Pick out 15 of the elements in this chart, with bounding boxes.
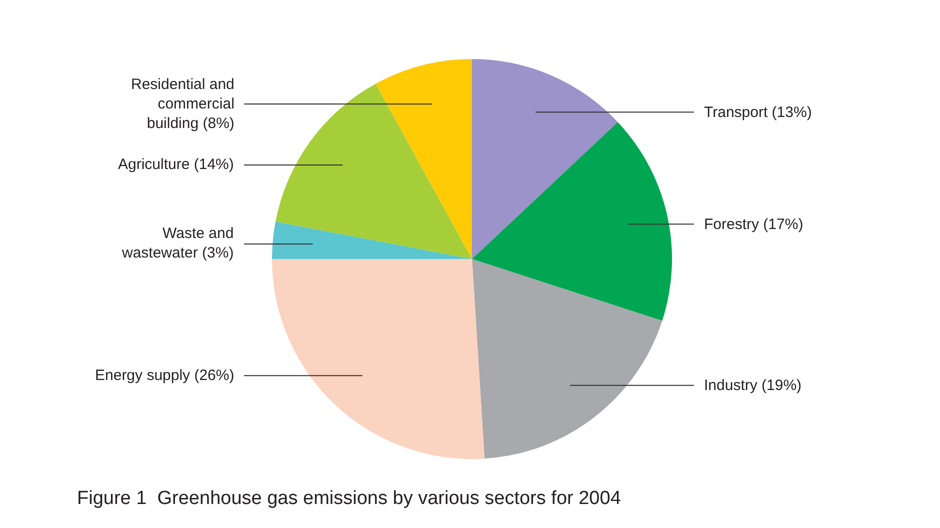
slice-label: Forestry (17%): [704, 216, 804, 233]
pie-slice: [376, 59, 472, 259]
slice-label: Residential and commercial building (8%): [131, 76, 234, 132]
slice-label: Transport (13%): [704, 104, 812, 121]
slice-label: Waste and wastewater (3%): [121, 225, 234, 262]
pie-slice: [472, 122, 672, 321]
slice-label: Energy supply (26%): [95, 367, 234, 384]
pie-slice: [276, 84, 472, 259]
pie-slice: [272, 222, 472, 259]
text: Figure 1 Greenhouse gas emissions by various sectors for 2004: [77, 488, 622, 509]
slice-label: Industry (19%): [704, 377, 802, 394]
pie-slice: [272, 259, 485, 459]
pie-slice: [472, 259, 662, 459]
pie-slice: [472, 59, 618, 259]
slice-label: Agriculture (14%): [118, 156, 234, 173]
